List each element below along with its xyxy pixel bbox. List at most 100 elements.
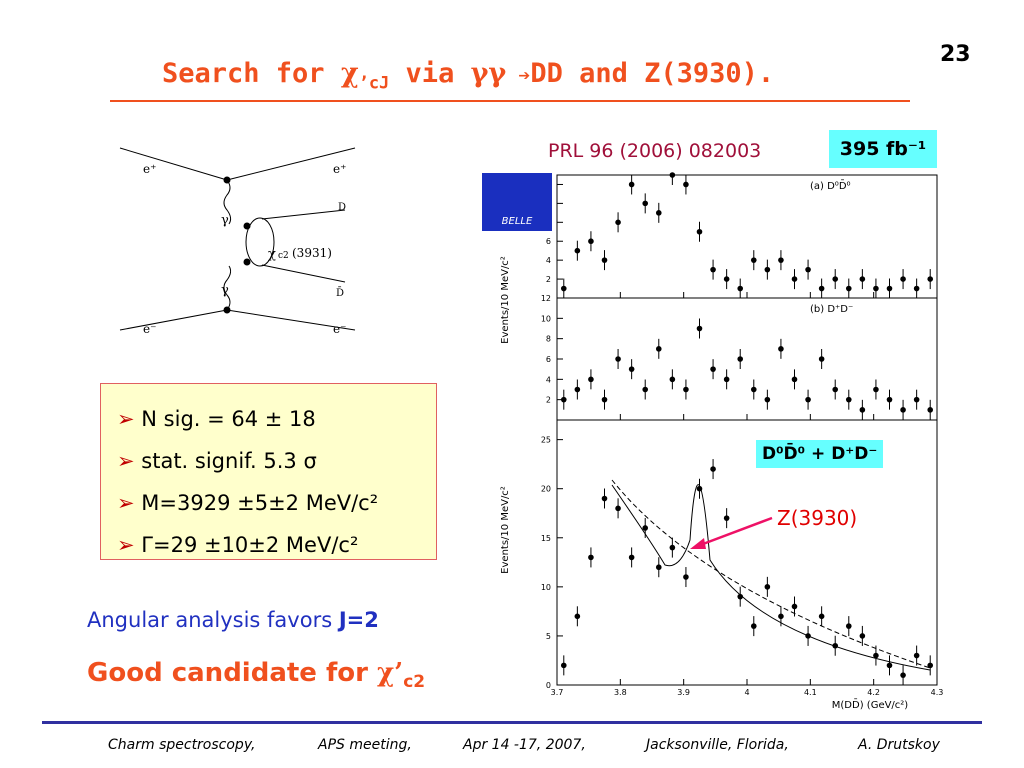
title-subscript: ’cJ	[358, 73, 390, 94]
title-text: Search for	[162, 58, 341, 89]
data-point	[927, 276, 934, 282]
data-point	[791, 603, 798, 610]
diagram-label: e⁻	[143, 322, 157, 336]
data-point	[778, 257, 784, 263]
y-tick-label: 12	[541, 294, 551, 303]
panel-label: (a) D⁰D̄⁰	[810, 179, 851, 192]
annotation-arrowhead	[690, 538, 706, 549]
data-point	[913, 652, 920, 659]
results-list: ➢ N sig. = 64 ± 18 ➢ stat. signif. 5.3 σ ➢…	[101, 384, 436, 566]
data-point	[832, 386, 839, 393]
diagram-label: (3931)	[292, 246, 332, 260]
data-point	[588, 376, 594, 383]
result-text: Γ=29 ±10±2 MeV/c²	[141, 533, 359, 557]
data-point	[913, 285, 920, 292]
data-point	[845, 623, 852, 629]
data-point	[642, 200, 649, 207]
data-point	[710, 366, 716, 372]
y-tick-label: 10	[541, 314, 551, 323]
data-point	[873, 386, 879, 393]
result-item: ➢ Γ=29 ±10±2 MeV/c²	[117, 524, 436, 566]
data-point	[886, 662, 893, 669]
x-tick-label: 3.8	[614, 688, 627, 697]
data-point	[818, 285, 825, 292]
y-tick-label: 15	[541, 534, 551, 543]
title-text: DD and Z(3930).	[530, 58, 775, 89]
diagram-label: e⁺	[333, 162, 347, 176]
diagram-label: γ	[221, 213, 229, 228]
data-point	[818, 356, 825, 362]
data-point	[560, 396, 567, 403]
annotation: Z(3930)	[777, 506, 858, 530]
data-point	[927, 407, 934, 413]
data-point	[669, 172, 676, 178]
data-point	[642, 386, 649, 393]
data-point	[615, 505, 621, 512]
title-symbol: χ	[340, 58, 359, 89]
data-point	[750, 386, 757, 393]
candidate-subscript: c2	[403, 672, 426, 693]
y-tick-label: 6	[546, 237, 551, 246]
data-point	[696, 228, 703, 235]
bullet: ➢	[117, 491, 142, 515]
footer-item: APS meeting,	[318, 737, 412, 753]
x-tick-label: 3.9	[677, 688, 690, 697]
data-point	[574, 613, 581, 620]
data-point	[601, 495, 608, 502]
result-item: ➢ stat. signif. 5.3 σ	[117, 440, 436, 482]
data-point	[574, 386, 581, 393]
title-symbol: γγ	[470, 58, 507, 89]
data-point	[628, 181, 635, 188]
y-tick-label: 4	[546, 256, 551, 265]
footer-item: Apr 14 -17, 2007,	[463, 737, 586, 753]
result-text: N sig. = 64 ± 18	[141, 407, 316, 431]
reference: PRL 96 (2006) 082003	[548, 140, 762, 162]
belle-logo: BELLE	[482, 173, 552, 231]
footer-item: A. Drutskoy	[858, 737, 940, 753]
data-point	[805, 266, 811, 273]
data-point	[859, 633, 866, 639]
fit-curve	[611, 484, 931, 671]
angular-text: Angular analysis favors	[87, 608, 339, 632]
candidate-note: Good candidate for χ’c2	[87, 658, 425, 692]
data-point	[845, 285, 852, 292]
diagram-label: D	[338, 202, 347, 213]
result-item: ➢ N sig. = 64 ± 18	[117, 398, 436, 440]
panel-frame	[556, 174, 938, 299]
y-tick-label: 2	[546, 275, 551, 284]
y-axis-label: Events/10 MeV/c²	[500, 256, 511, 344]
footer-item: Jacksonville, Florida,	[646, 737, 789, 753]
data-point	[655, 210, 662, 216]
luminosity: 395 fb⁻¹	[829, 130, 937, 168]
data-point	[723, 276, 730, 282]
data-point	[791, 276, 798, 282]
data-point	[615, 356, 621, 362]
data-point	[845, 396, 852, 403]
results-box: ➢ N sig. = 64 ± 18 ➢ stat. signif. 5.3 σ ➢…	[100, 383, 437, 560]
data-point	[886, 396, 893, 403]
x-tick-label: 3.7	[551, 688, 564, 697]
x-tick-label: 4.3	[931, 688, 944, 697]
data-point	[601, 257, 608, 263]
data-point	[859, 276, 866, 282]
bullet: ➢	[117, 407, 142, 431]
title-arrow: ➔	[506, 63, 531, 87]
data-point	[710, 266, 716, 273]
data-point	[886, 285, 893, 292]
y-tick-label: 20	[541, 485, 551, 494]
y-tick-label: 10	[541, 583, 551, 592]
y-tick-label: 5	[546, 632, 551, 641]
y-tick-label: 0	[546, 681, 551, 690]
data-point	[764, 584, 771, 590]
data-point	[764, 266, 771, 273]
data-point	[601, 396, 608, 403]
data-point	[723, 515, 730, 521]
diagram-label: e⁺	[143, 162, 157, 176]
x-tick-label: 4	[744, 688, 749, 697]
diagram-label: e⁻	[333, 322, 347, 336]
x-axis-label: M(DD̄) (GeV/c²)	[832, 698, 909, 711]
data-point	[778, 613, 784, 620]
data-point	[669, 544, 676, 551]
